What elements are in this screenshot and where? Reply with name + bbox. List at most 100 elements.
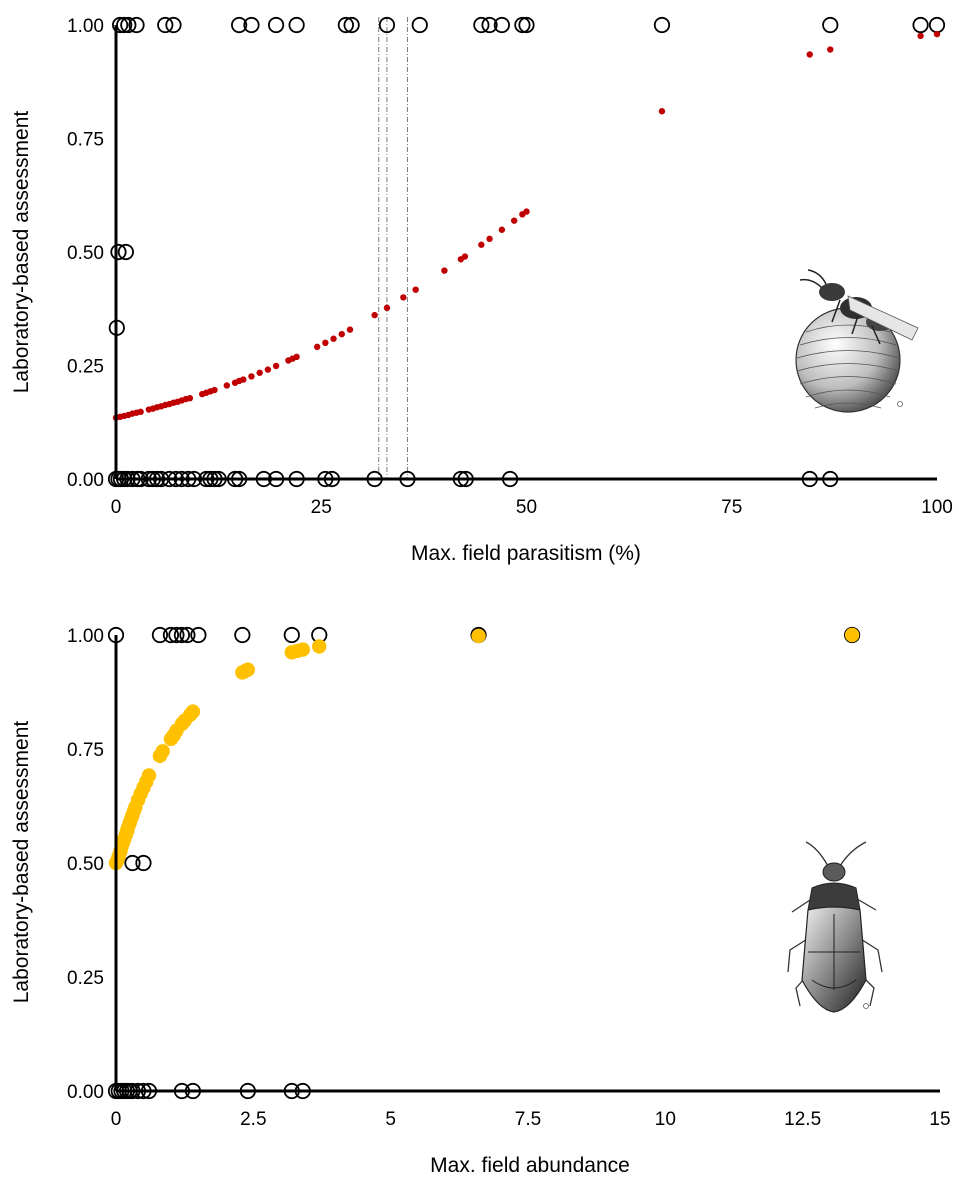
x-tick-label: 75 (721, 497, 742, 518)
y-tick-label: 0.50 (67, 854, 104, 875)
observed-point (190, 626, 207, 644)
observed-point (928, 16, 946, 34)
observed-point (288, 16, 305, 34)
fitted-point (322, 339, 329, 346)
observed-point (912, 16, 929, 34)
y-tick-label: 0.75 (67, 740, 104, 761)
observed-point (343, 16, 360, 34)
observed-point (124, 854, 141, 872)
observed-point (822, 16, 839, 34)
fitted-point (827, 46, 834, 53)
fitted-point (917, 32, 924, 40)
x-tick-label: 2.5 (240, 1109, 266, 1130)
fitted-curve-points (108, 627, 860, 871)
observed-point (514, 16, 531, 34)
y-tick-labels: 0.00 0.25 0.50 0.75 1.00 (67, 16, 104, 491)
observed-point (151, 626, 169, 644)
fitted-point (312, 639, 327, 654)
y-axis-title: Laboratory-based assessment (10, 111, 33, 394)
fitted-point (523, 208, 530, 215)
observed-point (378, 16, 396, 34)
fitted-point (498, 226, 506, 233)
fitted-point (185, 704, 201, 719)
fitted-point (400, 294, 407, 301)
x-tick-label: 0 (111, 1109, 122, 1130)
observed-point (844, 626, 861, 644)
y-tick-label: 0.25 (67, 357, 104, 378)
x-tick-label: 5 (385, 1109, 396, 1130)
x-tick-label: 25 (311, 497, 332, 518)
observed-point (168, 626, 185, 644)
fitted-point (383, 304, 391, 312)
fitted-point (293, 353, 300, 361)
x-axis-title: Max. field abundance (430, 1154, 630, 1177)
observed-point (179, 626, 196, 644)
y-tick-label: 1.00 (67, 16, 104, 37)
y-tick-label: 0.00 (67, 1082, 104, 1103)
fitted-point (211, 386, 218, 394)
x-tick-labels: 0 2.5 5 7.5 10 12.5 15 (111, 1109, 951, 1130)
x-tick-label: 10 (655, 1109, 676, 1130)
y-tick-label: 0.50 (67, 243, 104, 264)
fitted-point (658, 108, 666, 115)
y-tick-label: 0.75 (67, 130, 104, 151)
fitted-point (510, 217, 518, 224)
fitted-point (141, 768, 157, 783)
fitted-point (338, 330, 345, 338)
fitted-point (441, 267, 448, 274)
observed-point (283, 626, 300, 644)
observed-point (481, 16, 498, 34)
x-tick-label: 50 (516, 497, 537, 518)
observed-point (110, 243, 127, 261)
observed-point (128, 16, 145, 34)
fitted-curve-points (112, 30, 941, 421)
fitted-point (240, 662, 256, 677)
observed-point (518, 16, 535, 34)
fitted-point (806, 51, 813, 58)
fitted-point (412, 286, 419, 293)
observed-point (243, 16, 260, 34)
vertical-guide-lines (378, 17, 408, 479)
fitted-point (471, 628, 486, 644)
observed-point (117, 243, 134, 261)
observed-point (473, 16, 490, 34)
fitted-point (844, 627, 860, 643)
y-tick-label: 1.00 (67, 626, 104, 647)
observed-point (337, 16, 354, 34)
fitted-point (346, 326, 354, 333)
fitted-point (486, 235, 493, 243)
x-tick-label: 15 (929, 1109, 950, 1130)
fitted-point (155, 744, 170, 759)
fitted-point (272, 362, 280, 370)
fitted-point (186, 394, 194, 402)
wasp-on-egg-illustration (795, 269, 919, 413)
x-tick-label: 0 (111, 497, 122, 518)
x-tick-label: 7.5 (515, 1109, 541, 1130)
observed-points (107, 626, 861, 1100)
observed-point (162, 626, 180, 644)
y-tick-label: 0.00 (67, 470, 104, 491)
fitted-point (248, 373, 255, 380)
observed-point (653, 16, 671, 34)
observed-point (234, 626, 251, 644)
observed-point (157, 16, 174, 34)
fitted-point (223, 382, 231, 389)
y-tick-labels: 0.00 0.25 0.50 0.75 1.00 (67, 626, 104, 1103)
x-tick-label: 12.5 (784, 1109, 821, 1130)
observed-point (493, 16, 510, 34)
observed-point (120, 16, 137, 34)
fitted-point (330, 335, 337, 342)
observed-point (135, 854, 152, 872)
fitted-point (371, 311, 378, 319)
observed-point (231, 16, 248, 34)
fitted-point (256, 369, 263, 376)
y-tick-label: 0.25 (67, 968, 104, 989)
fitted-point (264, 366, 272, 373)
observed-point (165, 16, 182, 34)
fitted-point (478, 241, 485, 248)
parasitism-chart: 0.00 0.25 0.50 0.75 1.00 0 25 50 75 100 Max. fie… (10, 16, 953, 565)
x-tick-label: 100 (921, 497, 953, 518)
fitted-point (295, 642, 310, 657)
observed-point (112, 16, 129, 34)
